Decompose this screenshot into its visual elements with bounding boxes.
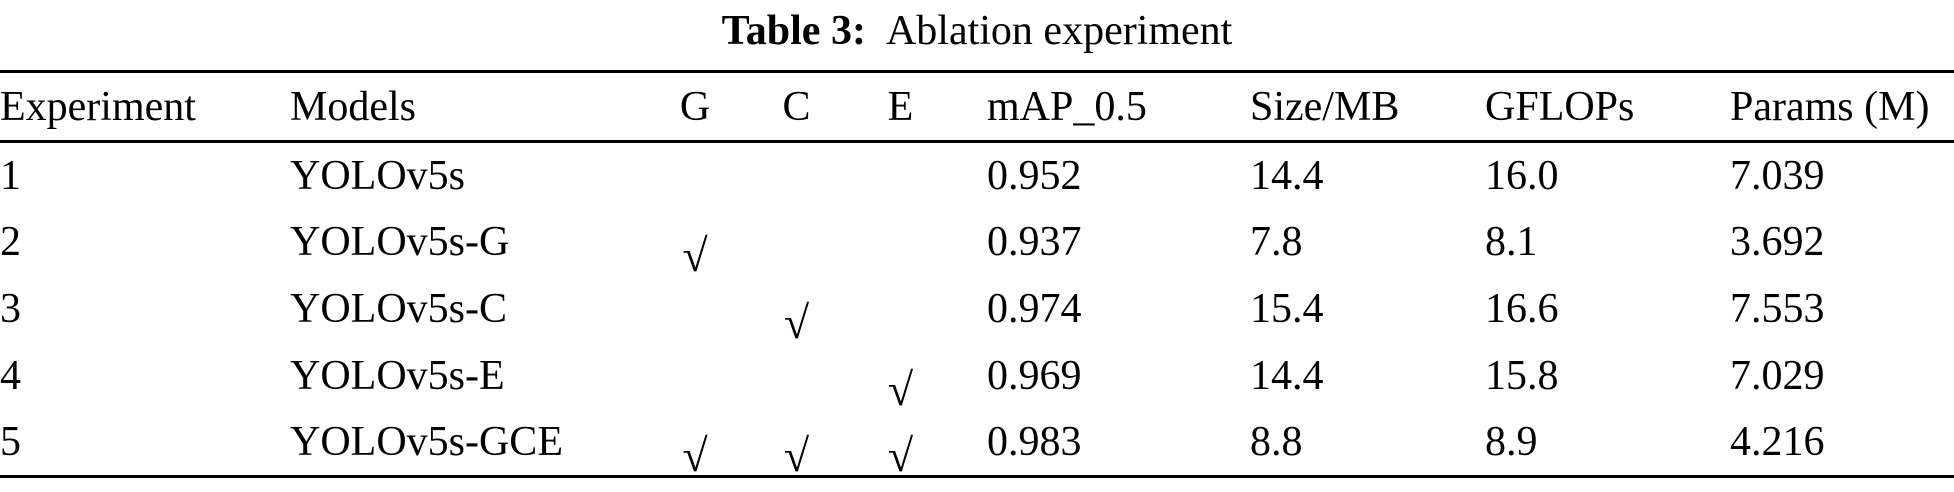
checkmark-icon: √: [783, 296, 810, 348]
cell-size: 7.8: [1250, 219, 1303, 265]
cell-gflops: 15.8: [1485, 353, 1559, 399]
cell-model: YOLOv5s-G: [290, 219, 510, 265]
column-header-gflops: GFLOPs: [1485, 83, 1635, 130]
table-row: 3 YOLOv5s-C √ 0.974 15.4 16.6 7.553: [0, 276, 1954, 348]
cell-check-g: √: [645, 209, 745, 281]
cell-check-e: [848, 142, 953, 209]
cell-check-g: [645, 276, 745, 343]
cell-experiment: 1: [0, 152, 21, 199]
cell-model: YOLOv5s-GCE: [290, 419, 563, 466]
cell-check-e: [848, 276, 953, 343]
cell-params: 7.029: [1730, 353, 1825, 399]
cell-check-c: [745, 343, 848, 410]
cell-experiment: 5: [0, 419, 21, 466]
column-header-params: Params (M): [1730, 83, 1930, 130]
column-header-models: Models: [290, 83, 416, 130]
cell-size: 14.4: [1250, 152, 1324, 199]
checkmark-icon: √: [783, 429, 810, 481]
checkmark-icon: √: [682, 429, 708, 481]
cell-gflops: 8.1: [1485, 219, 1538, 265]
table-caption-label: Table 3:: [721, 8, 866, 54]
ablation-table: Experiment Models G C E mAP_0.5 Size/MB …: [0, 70, 1954, 481]
checkmark-icon: √: [887, 363, 914, 415]
cell-model: YOLOv5s: [290, 152, 465, 199]
table-caption-title: Ablation experiment: [885, 8, 1233, 54]
cell-params: 7.039: [1730, 152, 1825, 199]
cell-map: 0.969: [987, 353, 1082, 399]
cell-check-e: √: [848, 343, 953, 415]
cell-gflops: 8.9: [1485, 419, 1538, 466]
cell-experiment: 2: [0, 219, 21, 265]
cell-size: 14.4: [1250, 353, 1324, 399]
table-row: 4 YOLOv5s-E √ 0.969 14.4 15.8 7.029: [0, 343, 1954, 415]
table-row: 5 YOLOv5s-GCE √ √ √ 0.983 8.8 8.9 4.216: [0, 410, 1954, 481]
cell-gflops: 16.0: [1485, 152, 1559, 199]
cell-check-c: [745, 142, 848, 209]
cell-params: 3.692: [1730, 219, 1825, 265]
cell-check-g: √: [645, 410, 745, 481]
column-header-experiment: Experiment: [0, 83, 196, 130]
cell-map: 0.983: [987, 419, 1082, 466]
table-row: 1 YOLOv5s 0.952 14.4 16.0 7.039: [0, 142, 1954, 209]
cell-experiment: 4: [0, 353, 21, 399]
cell-check-e: √: [848, 410, 953, 481]
cell-check-e: [848, 209, 953, 276]
cell-map: 0.974: [987, 286, 1082, 332]
table-row: 2 YOLOv5s-G √ 0.937 7.8 8.1 3.692: [0, 209, 1954, 281]
cell-size: 8.8: [1250, 419, 1303, 466]
cell-check-c: √: [745, 276, 848, 348]
cell-size: 15.4: [1250, 286, 1324, 332]
checkmark-icon: √: [887, 429, 914, 481]
checkmark-icon: √: [682, 229, 708, 281]
cell-check-c: [745, 209, 848, 276]
cell-check-c: √: [745, 410, 848, 481]
cell-map: 0.952: [987, 152, 1082, 199]
column-header-c: C: [782, 83, 811, 130]
cell-gflops: 16.6: [1485, 286, 1559, 332]
cell-map: 0.937: [987, 219, 1082, 265]
cell-model: YOLOv5s-C: [290, 286, 507, 332]
cell-params: 4.216: [1730, 419, 1825, 466]
cell-check-g: [645, 343, 745, 410]
cell-model: YOLOv5s-E: [290, 353, 505, 399]
cell-params: 7.553: [1730, 286, 1825, 332]
cell-experiment: 3: [0, 286, 21, 332]
column-header-size: Size/MB: [1250, 83, 1400, 130]
column-header-e: E: [887, 83, 914, 130]
cell-check-g: [645, 142, 745, 209]
header-row: Experiment Models G C E mAP_0.5 Size/MB …: [0, 72, 1954, 142]
column-header-map: mAP_0.5: [987, 83, 1147, 130]
table-caption: Table 3: Ablation experiment: [0, 0, 1954, 70]
column-header-g: G: [679, 83, 711, 130]
